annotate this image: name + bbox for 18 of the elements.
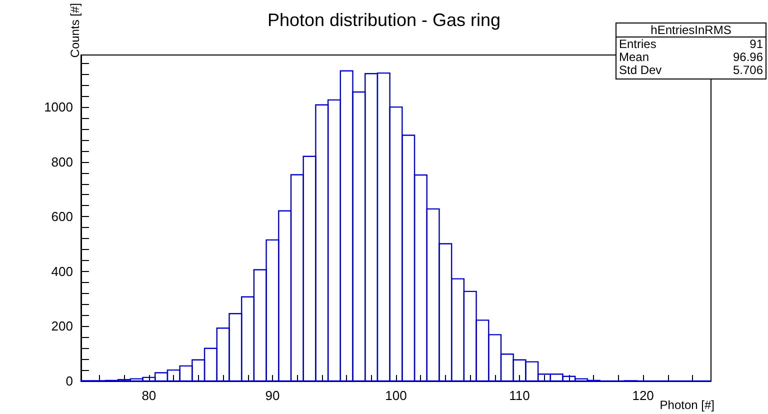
y-tick-label: 800: [51, 154, 73, 170]
x-tick-label: 80: [142, 388, 156, 403]
x-tick-label: 110: [509, 388, 530, 403]
text: Mean 96.96: [619, 50, 763, 64]
text: Entries 91: [619, 37, 763, 51]
y-tick-label: 600: [51, 209, 73, 224]
x-axis-title: Photon [#]: [660, 398, 715, 412]
y-tick-label: 0: [66, 374, 73, 388]
chart-title: Photon distribution - Gas ring: [267, 10, 501, 30]
y-tick-label: 200: [51, 318, 73, 334]
text: hEntriesInRMS: [650, 23, 732, 37]
x-tick-label: 100: [385, 388, 407, 403]
x-tick-label: 90: [265, 388, 280, 403]
y-tick-label: 1000: [44, 100, 73, 115]
y-axis-title: Counts [#]: [68, 3, 82, 58]
y-tick-label: 400: [51, 264, 73, 279]
text: Std Dev 5.706: [619, 63, 763, 77]
x-tick-label: 120: [632, 388, 654, 403]
